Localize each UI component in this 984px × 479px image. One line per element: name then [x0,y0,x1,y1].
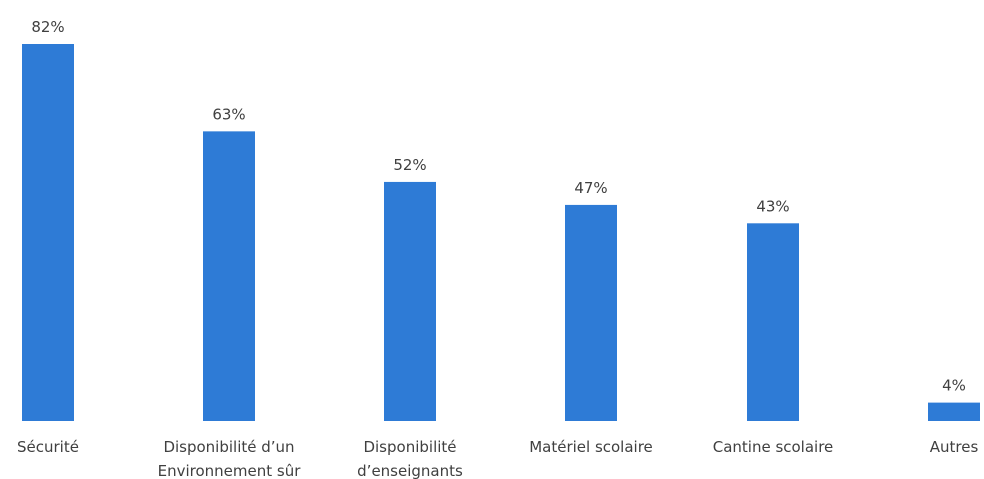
category-label-0: Sécurité [17,438,79,456]
value-label-4: 43% [756,197,789,215]
category-label-4: Cantine scolaire [713,438,834,456]
bar-5 [928,402,980,421]
value-label-2: 52% [393,156,426,174]
category-labels-group: Sécurité Disponibilité d’un Environnement … [17,438,978,479]
value-label-3: 47% [574,179,607,197]
value-label-1: 63% [212,105,245,123]
category-label-2: Disponibilité d’enseignants [357,438,463,479]
value-label-5: 4% [942,377,966,395]
bar-3 [565,204,617,421]
bar-2 [384,181,436,421]
bar-0 [22,44,74,421]
category-label-3: Matériel scolaire [529,438,653,456]
category-label-1: Disponibilité d’un Environnement sûr [158,438,302,479]
category-label-5: Autres [930,438,979,456]
value-label-0: 82% [31,18,64,36]
bars-group [22,44,980,422]
bar-4 [747,223,799,421]
value-labels-group: 82% 63% 52% 47% 43% 4% [31,18,966,395]
bar-1 [203,131,255,422]
